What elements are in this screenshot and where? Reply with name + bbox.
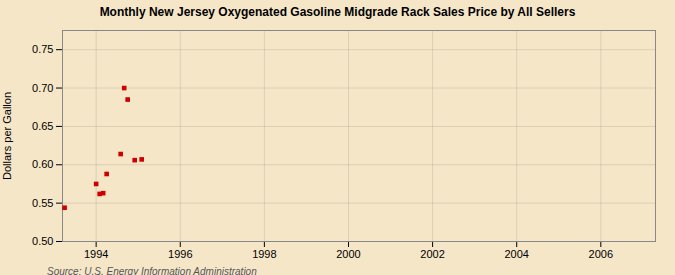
html-text:Monthly New Jersey Oxygenated: Monthly New Jersey Oxygenated Gasoline M… — [99, 5, 576, 19]
svg-text:2002: 2002 — [420, 248, 444, 260]
svg-text:0.50: 0.50 — [32, 235, 53, 247]
svg-text:1994: 1994 — [84, 248, 108, 260]
svg-text:0.70: 0.70 — [32, 82, 53, 94]
svg-text:0.60: 0.60 — [32, 158, 53, 170]
svg-text:2004: 2004 — [504, 248, 528, 260]
svg-text:0.65: 0.65 — [32, 120, 53, 132]
svg-text:1998: 1998 — [252, 248, 276, 260]
svg-text:2000: 2000 — [336, 248, 360, 260]
svg-text:Dollars per Gallon: Dollars per Gallon — [1, 92, 13, 180]
svg-text:2006: 2006 — [589, 248, 613, 260]
svg-text:1996: 1996 — [168, 248, 192, 260]
svg-text:0.75: 0.75 — [32, 43, 53, 55]
svg-text:0.55: 0.55 — [32, 197, 53, 209]
